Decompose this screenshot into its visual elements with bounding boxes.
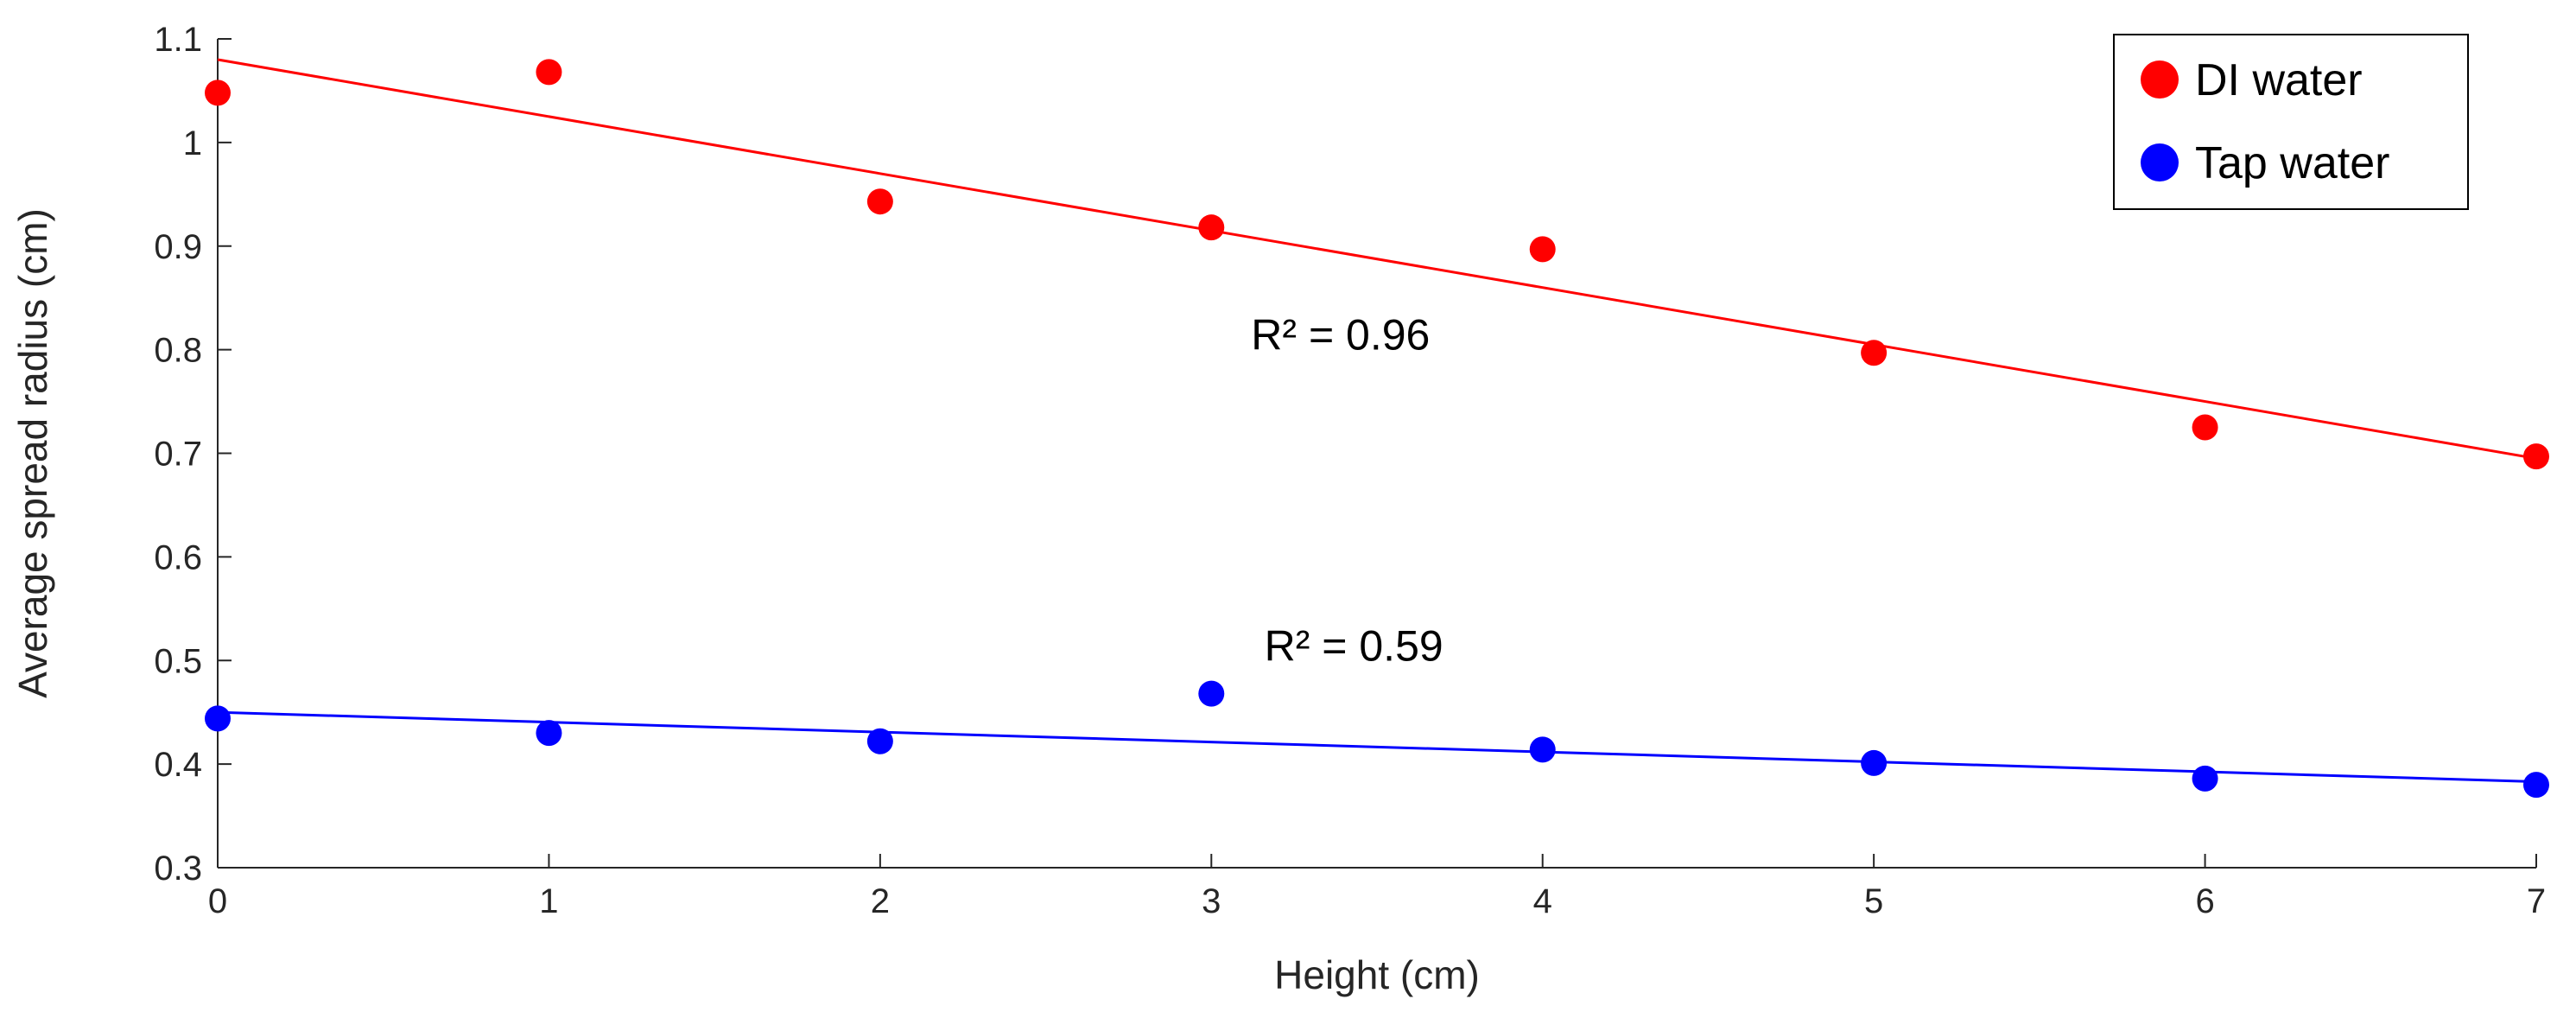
y-tick-label: 0.4 — [154, 746, 202, 784]
data-point-tap-water — [1198, 680, 1225, 707]
data-point-di-water — [1198, 214, 1225, 241]
legend-label-di-water: DI water — [2195, 55, 2363, 105]
fit-line-di-water — [217, 58, 2537, 460]
y-tick-label: 1.1 — [154, 21, 202, 59]
x-tick-label: 3 — [1202, 882, 1221, 920]
legend-marker-tap-water — [2141, 143, 2179, 181]
y-tick-label: 0.6 — [154, 538, 202, 576]
y-tick-label: 1 — [183, 124, 202, 162]
x-tick-label: 1 — [539, 882, 558, 920]
legend-marker-di-water — [2141, 60, 2179, 99]
data-point-di-water — [866, 188, 893, 215]
data-point-di-water — [2192, 414, 2218, 441]
y-tick-label: 0.9 — [154, 228, 202, 266]
data-point-tap-water — [866, 728, 893, 754]
data-point-tap-water — [2523, 772, 2549, 799]
y-tick-label: 0.3 — [154, 850, 202, 888]
legend-box — [2113, 34, 2469, 210]
r-squared-annotation: R² = 0.96 — [1251, 311, 1430, 360]
y-axis-title: Average spread radius (cm) — [10, 208, 55, 698]
legend: DI water Tap water — [2113, 34, 2469, 210]
y-tick-label: 0.8 — [154, 332, 202, 370]
annotations: R² = 0.96 R² = 0.59 — [1251, 311, 1443, 671]
axes: 0 1 2 3 4 5 6 7 0.3 0.4 0.5 0.6 0.7 0.8 0.9 1 1.1 — [154, 21, 2546, 920]
x-tick-label: 7 — [2527, 882, 2546, 920]
data-point-tap-water — [205, 705, 231, 732]
data-point-di-water — [536, 59, 562, 86]
data-point-tap-water — [1861, 749, 1888, 776]
x-tick-label: 2 — [871, 882, 890, 920]
data-point-tap-water — [536, 720, 562, 747]
y-tick-label: 0.5 — [154, 642, 202, 680]
legend-label-tap-water: Tap water — [2195, 138, 2389, 188]
data-point-di-water — [1529, 236, 1556, 263]
x-tick-label: 4 — [1533, 882, 1552, 920]
r-squared-annotation: R² = 0.59 — [1265, 621, 1443, 670]
y-tick-label: 0.7 — [154, 436, 202, 474]
data-point-tap-water — [1529, 736, 1556, 763]
data-points — [205, 59, 2549, 799]
x-tick-label: 5 — [1864, 882, 1883, 920]
data-point-di-water — [1861, 340, 1888, 366]
data-point-di-water — [205, 80, 231, 106]
fit-lines — [217, 58, 2537, 784]
data-point-di-water — [2523, 443, 2549, 470]
x-tick-label: 0 — [208, 882, 227, 920]
fit-line-tap-water — [217, 710, 2537, 784]
x-axis-title: Height (cm) — [1274, 952, 1480, 997]
data-point-tap-water — [2192, 765, 2218, 792]
x-tick-label: 6 — [2195, 882, 2214, 920]
